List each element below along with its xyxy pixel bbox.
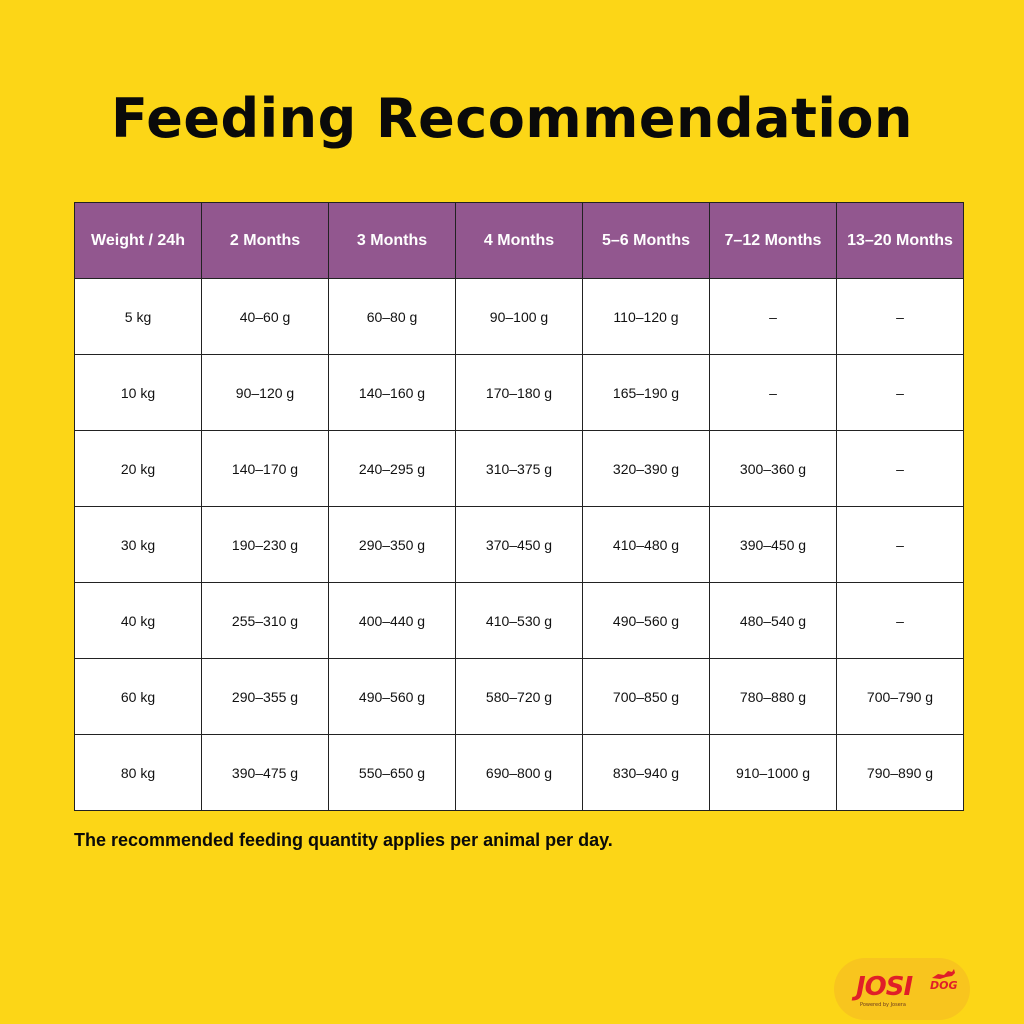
amount-cell: – xyxy=(836,278,964,355)
feeding-table: Weight / 24h 2 Months 3 Months 4 Months … xyxy=(74,202,964,811)
weight-cell: 60 kg xyxy=(74,658,202,735)
header-row: Weight / 24h 2 Months 3 Months 4 Months … xyxy=(74,202,964,279)
amount-cell: 780–880 g xyxy=(709,658,837,735)
amount-cell: 300–360 g xyxy=(709,430,837,507)
header-cell: 4 Months xyxy=(455,202,583,279)
weight-cell: 80 kg xyxy=(74,734,202,811)
amount-cell: 390–450 g xyxy=(709,506,837,583)
weight-cell: 20 kg xyxy=(74,430,202,507)
amount-cell: 110–120 g xyxy=(582,278,710,355)
amount-cell: 580–720 g xyxy=(455,658,583,735)
amount-cell: 165–190 g xyxy=(582,354,710,431)
amount-cell: 390–475 g xyxy=(201,734,329,811)
amount-cell: 690–800 g xyxy=(455,734,583,811)
amount-cell: – xyxy=(709,278,837,355)
amount-cell: – xyxy=(836,430,964,507)
amount-cell: – xyxy=(836,354,964,431)
amount-cell: 60–80 g xyxy=(328,278,456,355)
amount-cell: 140–160 g xyxy=(328,354,456,431)
table-header: Weight / 24h 2 Months 3 Months 4 Months … xyxy=(74,202,964,279)
header-cell: 7–12 Months xyxy=(709,202,837,279)
amount-cell: 140–170 g xyxy=(201,430,329,507)
amount-cell: 410–480 g xyxy=(582,506,710,583)
table-row: 20 kg 140–170 g 240–295 g 310–375 g 320–390 … xyxy=(74,430,964,507)
table-row: 80 kg 390–475 g 550–650 g 690–800 g 830–940 … xyxy=(74,734,964,811)
header-cell: 13–20 Months xyxy=(836,202,964,279)
amount-cell: 700–850 g xyxy=(582,658,710,735)
amount-cell: 320–390 g xyxy=(582,430,710,507)
amount-cell: 830–940 g xyxy=(582,734,710,811)
amount-cell: 410–530 g xyxy=(455,582,583,659)
page-title: Feeding Recommendation xyxy=(111,87,913,150)
amount-cell: 310–375 g xyxy=(455,430,583,507)
amount-cell: 240–295 g xyxy=(328,430,456,507)
amount-cell: 170–180 g xyxy=(455,354,583,431)
logo-sub-wordmark: DOG xyxy=(930,979,958,992)
amount-cell: 255–310 g xyxy=(201,582,329,659)
table-row: 10 kg 90–120 g 140–160 g 170–180 g 165–190 g… xyxy=(74,354,964,431)
amount-cell: 490–560 g xyxy=(328,658,456,735)
logo-tagline: Powered by Josera xyxy=(860,1002,906,1008)
amount-cell: 90–100 g xyxy=(455,278,583,355)
amount-cell: 290–355 g xyxy=(201,658,329,735)
amount-cell: 490–560 g xyxy=(582,582,710,659)
weight-cell: 10 kg xyxy=(74,354,202,431)
weight-cell: 40 kg xyxy=(74,582,202,659)
amount-cell: 910–1000 g xyxy=(709,734,837,811)
amount-cell: 700–790 g xyxy=(836,658,964,735)
header-cell: 3 Months xyxy=(328,202,456,279)
dog-icon xyxy=(932,969,955,979)
amount-cell: 190–230 g xyxy=(201,506,329,583)
header-cell: 2 Months xyxy=(201,202,329,279)
header-cell: Weight / 24h xyxy=(74,202,202,279)
amount-cell: 290–350 g xyxy=(328,506,456,583)
josi-dog-logo: JOSI DOG Powered by Josera xyxy=(834,958,970,1020)
amount-cell: 90–120 g xyxy=(201,354,329,431)
amount-cell: – xyxy=(709,354,837,431)
amount-cell: 790–890 g xyxy=(836,734,964,811)
table-row: 30 kg 190–230 g 290–350 g 370–450 g 410–480 … xyxy=(74,506,964,583)
amount-cell: 370–450 g xyxy=(455,506,583,583)
amount-cell: 40–60 g xyxy=(201,278,329,355)
amount-cell: – xyxy=(836,506,964,583)
weight-cell: 30 kg xyxy=(74,506,202,583)
amount-cell: 480–540 g xyxy=(709,582,837,659)
table-row: 60 kg 290–355 g 490–560 g 580–720 g 700–850 … xyxy=(74,658,964,735)
amount-cell: 400–440 g xyxy=(328,582,456,659)
header-cell: 5–6 Months xyxy=(582,202,710,279)
amount-cell: – xyxy=(836,582,964,659)
logo-wordmark: JOSI xyxy=(856,972,913,1002)
weight-cell: 5 kg xyxy=(74,278,202,355)
table-row: 40 kg 255–310 g 400–440 g 410–530 g 490–560 … xyxy=(74,582,964,659)
table-body: 5 kg 40–60 g 60–80 g 90–100 g 110–120 g – –10 … xyxy=(74,278,964,811)
amount-cell: 550–650 g xyxy=(328,734,456,811)
table-row: 5 kg 40–60 g 60–80 g 90–100 g 110–120 g – – xyxy=(74,278,964,355)
footnote: The recommended feeding quantity applies… xyxy=(74,830,613,850)
